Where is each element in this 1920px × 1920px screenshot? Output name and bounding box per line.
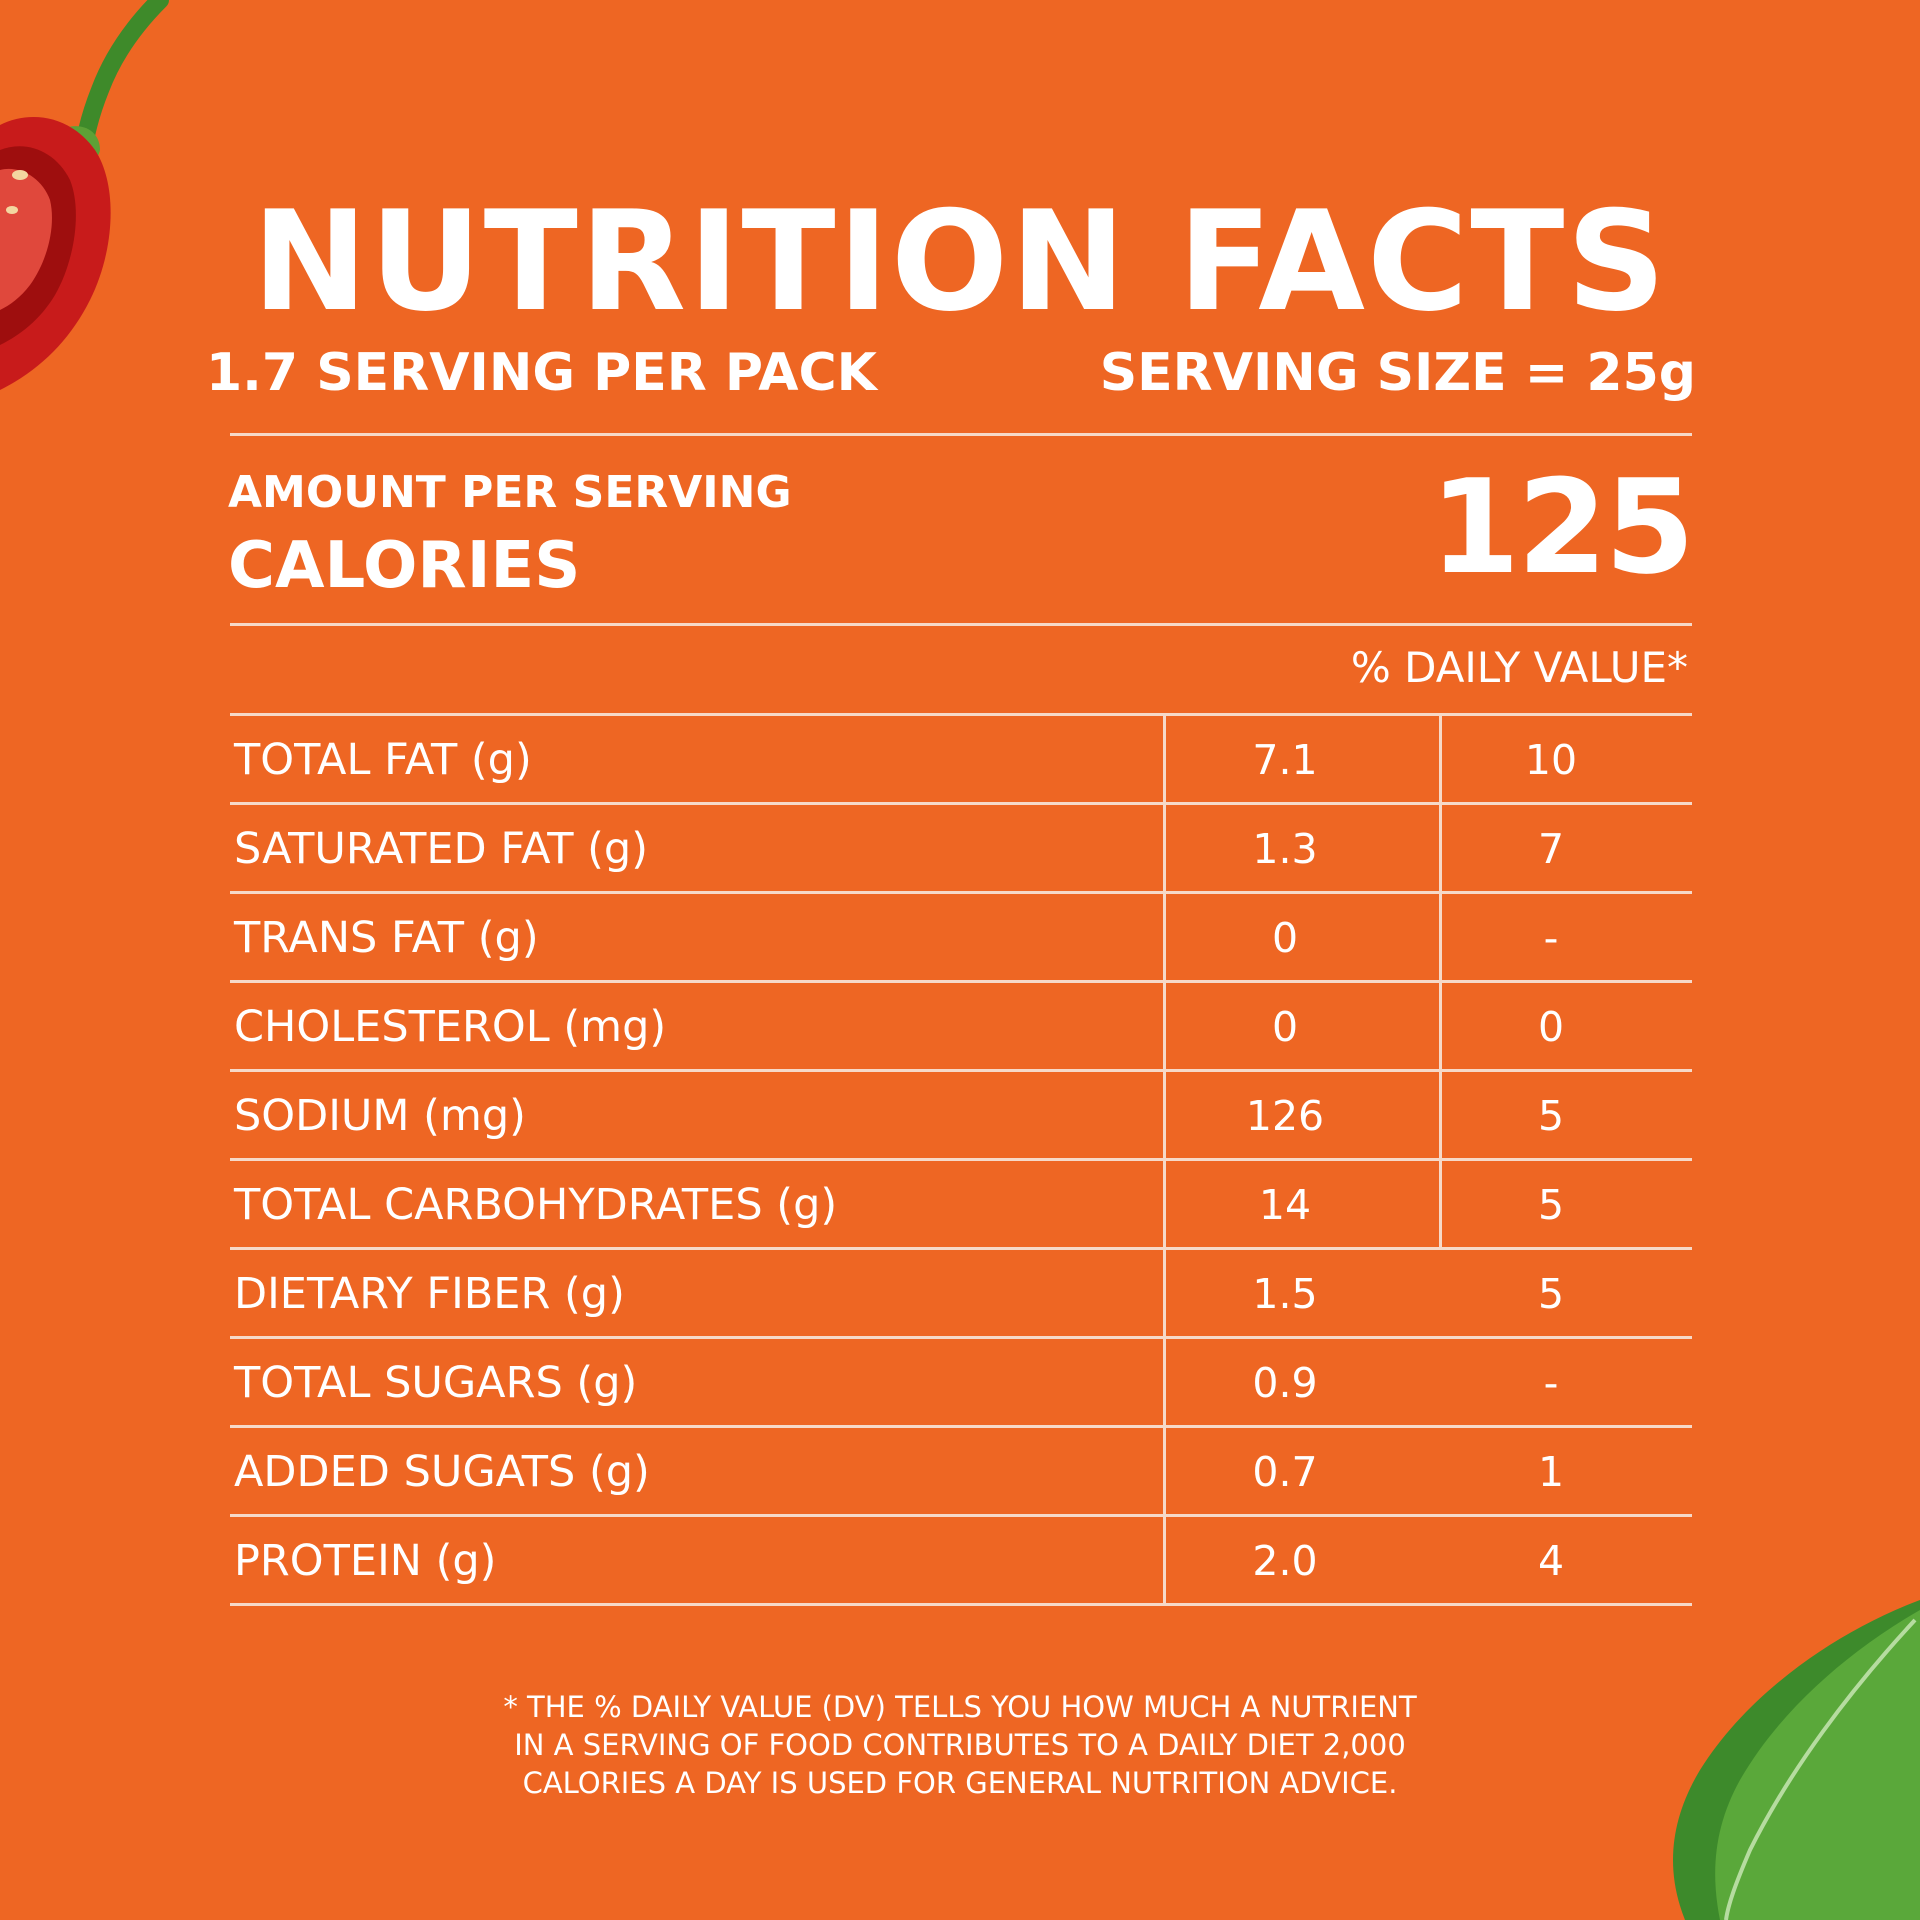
table-row: PROTEIN (g) 2.0 4 bbox=[230, 1517, 1692, 1606]
nutrient-amount: 1.3 bbox=[1252, 825, 1318, 873]
table-top-border bbox=[230, 713, 1692, 716]
row-divider bbox=[230, 980, 1692, 983]
nutrient-label: SATURATED FAT (g) bbox=[234, 824, 648, 874]
nutrient-label: TOTAL FAT (g) bbox=[234, 735, 532, 785]
nutrient-label: TOTAL SUGARS (g) bbox=[234, 1358, 638, 1408]
servings-per-pack: 1.7 SERVING PER PACK bbox=[206, 343, 877, 403]
row-divider bbox=[230, 1069, 1692, 1072]
nutrient-daily-value: 0 bbox=[1537, 1003, 1565, 1051]
nutrient-amount: 0.7 bbox=[1252, 1448, 1318, 1496]
table-row: SATURATED FAT (g) 1.3 7 bbox=[230, 805, 1692, 894]
nutrient-daily-value: 5 bbox=[1537, 1092, 1565, 1140]
nutrient-amount: 2.0 bbox=[1252, 1537, 1318, 1585]
table-row: TOTAL SUGARS (g) 0.9 - bbox=[230, 1339, 1692, 1428]
row-divider bbox=[230, 1158, 1692, 1161]
nutrient-daily-value: 1 bbox=[1537, 1448, 1565, 1496]
nutrient-daily-value: 7 bbox=[1537, 825, 1565, 873]
green-leaf-icon bbox=[1673, 1600, 1920, 1920]
nutrient-label: TOTAL CARBOHYDRATES (g) bbox=[234, 1180, 838, 1230]
daily-value-footnote: * THE % DAILY VALUE (DV) TELLS YOU HOW M… bbox=[0, 1688, 1920, 1802]
column-divider bbox=[1163, 716, 1166, 1606]
daily-value-header: % DAILY VALUE* bbox=[1350, 643, 1688, 692]
divider bbox=[230, 433, 1692, 436]
nutrient-daily-value: 5 bbox=[1537, 1181, 1565, 1229]
table-row: TRANS FAT (g) 0 - bbox=[230, 894, 1692, 983]
nutrient-amount: 126 bbox=[1245, 1092, 1325, 1140]
page-title: NUTRITION FACTS bbox=[252, 181, 1668, 342]
table-row: DIETARY FIBER (g) 1.5 5 bbox=[230, 1250, 1692, 1339]
nutrient-daily-value: - bbox=[1543, 914, 1559, 962]
nutrient-label: ADDED SUGATS (g) bbox=[234, 1447, 650, 1497]
nutrient-daily-value: 10 bbox=[1524, 736, 1578, 784]
nutrient-amount: 0 bbox=[1271, 1003, 1299, 1051]
serving-size: SERVING SIZE = 25g bbox=[1099, 343, 1696, 403]
nutrient-label: DIETARY FIBER (g) bbox=[234, 1269, 625, 1319]
footnote-line: CALORIES A DAY IS USED FOR GENERAL NUTRI… bbox=[522, 1766, 1398, 1800]
footnote-line: * THE % DAILY VALUE (DV) TELLS YOU HOW M… bbox=[503, 1690, 1417, 1724]
nutrient-daily-value: 4 bbox=[1537, 1537, 1565, 1585]
amount-per-serving-label: AMOUNT PER SERVING bbox=[228, 467, 792, 518]
nutrient-amount: 1.5 bbox=[1252, 1270, 1318, 1318]
row-divider bbox=[230, 1514, 1692, 1517]
table-row: TOTAL CARBOHYDRATES (g) 14 5 bbox=[230, 1161, 1692, 1250]
row-divider bbox=[230, 1603, 1692, 1606]
nutrient-label: TRANS FAT (g) bbox=[234, 913, 539, 963]
nutrient-amount: 0.9 bbox=[1252, 1359, 1318, 1407]
nutrient-daily-value: - bbox=[1543, 1359, 1559, 1407]
divider bbox=[230, 623, 1692, 626]
nutrient-label: CHOLESTEROL (mg) bbox=[234, 1002, 667, 1052]
table-row: CHOLESTEROL (mg) 0 0 bbox=[230, 983, 1692, 1072]
calories-label: CALORIES bbox=[228, 529, 581, 603]
nutrient-label: PROTEIN (g) bbox=[234, 1536, 497, 1586]
row-divider bbox=[230, 1425, 1692, 1428]
row-divider bbox=[230, 802, 1692, 805]
nutrient-amount: 0 bbox=[1271, 914, 1299, 962]
column-divider bbox=[1439, 716, 1442, 1250]
nutrient-daily-value: 5 bbox=[1537, 1270, 1565, 1318]
red-chili-pepper-icon bbox=[0, 0, 169, 390]
table-row: SODIUM (mg) 126 5 bbox=[230, 1072, 1692, 1161]
table-row: TOTAL FAT (g) 7.1 10 bbox=[230, 716, 1692, 805]
calories-value: 125 bbox=[1429, 451, 1695, 603]
nutrient-amount: 14 bbox=[1258, 1181, 1312, 1229]
nutrient-amount: 7.1 bbox=[1252, 736, 1318, 784]
nutrient-label: SODIUM (mg) bbox=[234, 1091, 526, 1141]
row-divider bbox=[230, 891, 1692, 894]
table-row: ADDED SUGATS (g) 0.7 1 bbox=[230, 1428, 1692, 1517]
row-divider bbox=[230, 1336, 1692, 1339]
row-divider bbox=[230, 1247, 1692, 1250]
footnote-line: IN A SERVING OF FOOD CONTRIBUTES TO A DA… bbox=[514, 1728, 1406, 1762]
